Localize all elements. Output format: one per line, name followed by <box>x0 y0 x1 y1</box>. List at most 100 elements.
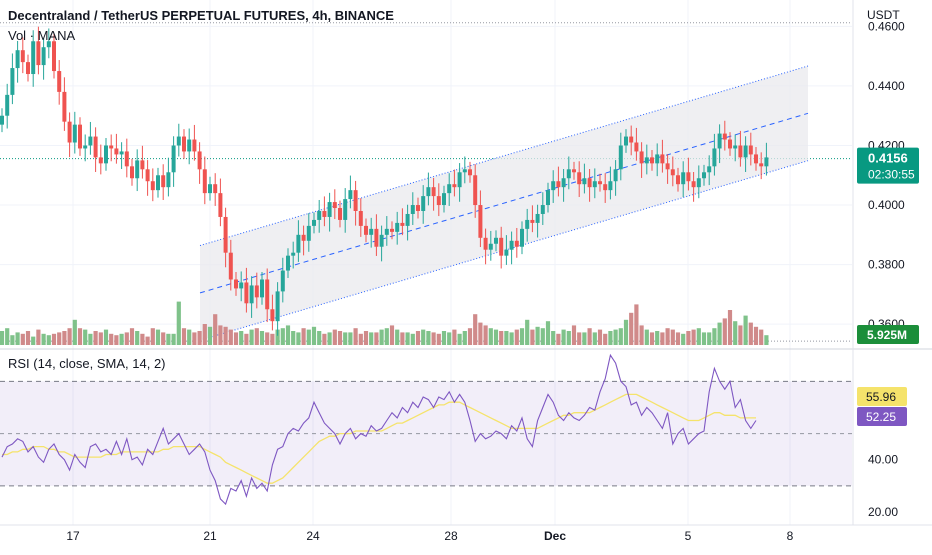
volume-bar <box>499 331 504 345</box>
volume-bar <box>124 332 129 345</box>
volume-bar <box>25 331 31 345</box>
price-tick-label: 0.4600 <box>868 19 905 33</box>
candle-body <box>218 193 223 217</box>
volume-bar <box>561 329 566 345</box>
candle-body <box>234 279 238 289</box>
rsi-tick-label: 20.00 <box>868 505 898 519</box>
last-price-badge <box>857 147 919 184</box>
candle-body <box>520 228 524 247</box>
candle-body <box>577 172 582 185</box>
volume-bar <box>753 326 759 345</box>
volume-bar <box>577 332 582 345</box>
candle-body <box>696 178 701 188</box>
candle-body <box>124 151 129 167</box>
candle-body <box>249 285 254 304</box>
last-price-value: 0.4156 <box>868 151 908 166</box>
candle-body <box>572 169 576 173</box>
volume-bar <box>551 331 556 345</box>
candle-body <box>639 151 644 164</box>
candle-body <box>93 136 98 158</box>
candle-body <box>540 205 545 214</box>
volume-bar <box>176 301 181 345</box>
x-tick-label: 17 <box>66 529 80 543</box>
candle-body <box>608 181 613 191</box>
candle-body <box>566 169 571 179</box>
volume-bar <box>155 329 161 345</box>
candle-body <box>431 187 436 197</box>
volume-bar <box>98 332 103 345</box>
candle-body <box>587 178 592 188</box>
candle-body <box>764 157 769 167</box>
candle-body <box>327 202 332 217</box>
volume-bar <box>519 328 525 345</box>
candle-body <box>156 175 160 191</box>
volume-bar <box>135 331 140 345</box>
candle-body <box>691 181 696 188</box>
volume-bar <box>478 322 483 345</box>
volume-bar <box>545 321 551 345</box>
rsi-line <box>1 353 757 506</box>
candle-body <box>145 169 150 182</box>
candle-body <box>551 181 556 191</box>
volume-bar <box>119 333 124 345</box>
volume-bar <box>613 329 618 345</box>
candle-body <box>759 163 764 167</box>
volume-bar <box>239 331 244 345</box>
volume-bar <box>660 332 665 345</box>
volume-bar <box>457 333 462 345</box>
volume-bar <box>332 329 337 345</box>
volume-bar <box>535 326 540 345</box>
candle-body <box>223 216 228 253</box>
candle-body <box>301 234 306 241</box>
volume-bar <box>722 318 727 345</box>
volume-bar <box>665 328 670 345</box>
candle-body <box>317 211 322 220</box>
candle-body <box>343 199 348 220</box>
candle-body <box>171 145 176 173</box>
candle-body <box>535 213 540 223</box>
volume-bar <box>379 329 384 345</box>
volume-bar <box>717 322 722 345</box>
candle-body <box>717 133 722 149</box>
candle-body <box>5 94 10 116</box>
volume-bar <box>452 329 457 345</box>
candle-body <box>192 139 197 152</box>
candle-body <box>592 181 597 188</box>
candle-body <box>322 211 327 217</box>
volume-bar <box>197 331 202 345</box>
candle-body <box>738 145 743 158</box>
volume-bar <box>259 331 265 345</box>
candle-body <box>182 136 186 152</box>
x-tick-label: 21 <box>203 529 217 543</box>
volume-bar <box>733 321 738 345</box>
candle-body <box>88 136 93 146</box>
volume-bar <box>374 332 379 345</box>
volume-bar <box>254 328 259 345</box>
rsi-tick-label: 40.00 <box>868 453 898 467</box>
candle-body <box>488 243 493 250</box>
candle-body <box>109 145 114 149</box>
candle-body <box>67 121 72 143</box>
candle-body <box>421 196 426 211</box>
candle-body <box>176 136 181 146</box>
volume-bar <box>187 329 192 345</box>
candle-body <box>213 184 218 194</box>
volume-bar <box>171 333 176 345</box>
candle-body <box>161 175 166 188</box>
volume-bar <box>431 332 436 345</box>
volume-bar <box>571 325 577 345</box>
candle-body <box>150 181 155 191</box>
rsi-badge <box>857 407 907 426</box>
candle-body <box>202 169 207 194</box>
candle-body <box>187 139 192 152</box>
candle-body <box>748 145 753 155</box>
volume-bar <box>20 333 25 345</box>
volume-bar <box>5 328 10 345</box>
volume-bar <box>644 329 649 345</box>
candle-body <box>260 279 264 298</box>
channel-median-line <box>199 112 809 294</box>
volume-bar <box>493 329 499 345</box>
volume-bar <box>0 331 5 345</box>
candle-body <box>353 190 358 211</box>
volume-bar <box>150 328 155 345</box>
